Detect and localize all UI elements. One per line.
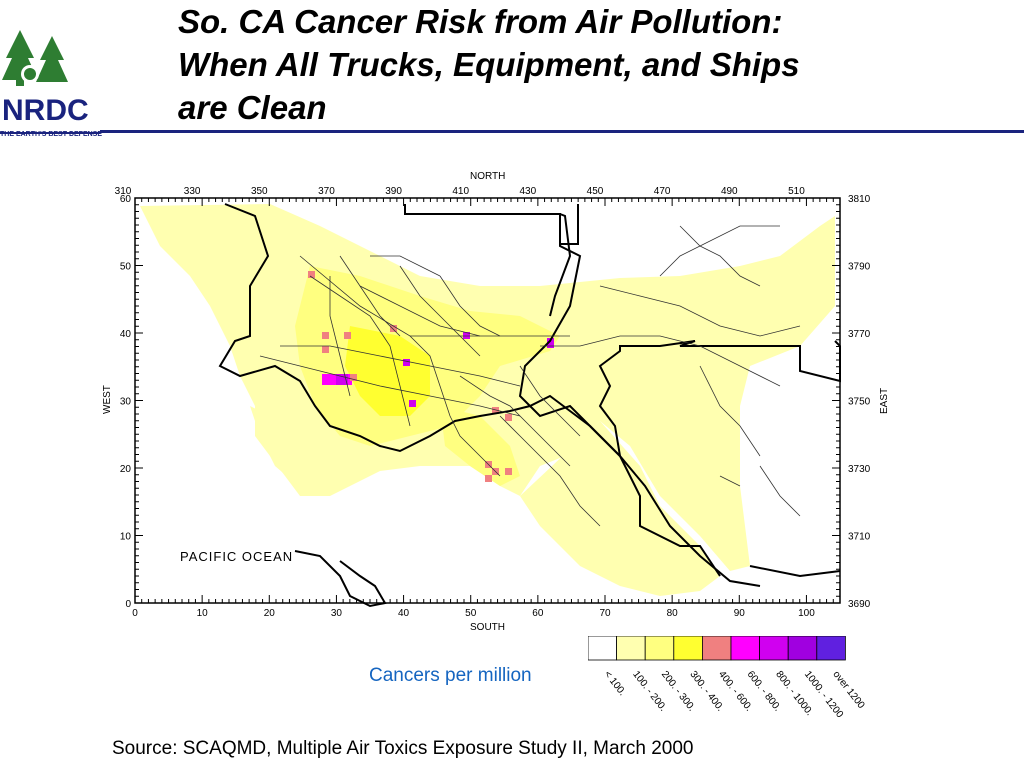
right-tick-label: 3810 [848,194,871,205]
top-tick-label: 490 [721,186,738,197]
risk-shading [140,204,835,596]
legend-swatches [588,636,846,661]
title-divider [100,130,1024,133]
risk-hotspots [308,271,554,482]
legend-swatch [759,636,789,661]
title-line-1: So. CA Cancer Risk from Air Pollution: [178,3,783,40]
tree-icon [2,30,68,86]
top-tick-label: 370 [318,186,335,197]
left-tick-label: 30 [120,397,132,408]
bottom-tick-label: 40 [398,608,410,619]
legend-swatch [588,636,618,661]
left-tick-label: 40 [120,329,132,340]
legend-swatch [816,636,846,661]
right-tick-label: 3750 [848,397,871,408]
left-tick-label: 20 [120,464,132,475]
legend-swatch [673,636,703,661]
map-ocean-label: PACIFIC OCEAN [180,549,293,564]
top-tick-label: 390 [385,186,402,197]
left-tick-label: 60 [120,194,132,205]
top-tick-label: 330 [184,186,201,197]
legend-labels: < 100. 100. - 200.200. - 300.300. - 400.4… [602,669,867,720]
title-line-2: When All Trucks, Equipment, and Ships [178,46,800,83]
bottom-tick-label: 90 [734,608,746,619]
right-tick-label: 3710 [848,532,871,543]
top-tick-label: 450 [587,186,604,197]
legend-swatch [644,636,675,661]
left-tick-label: 0 [125,599,131,610]
title-line-3: are Clean [178,89,327,126]
map-north-label: NORTH [470,171,505,182]
legend-swatch [787,636,818,661]
bottom-tick-label: 80 [667,608,679,619]
bottom-tick-label: 30 [331,608,343,619]
right-tick-label: 3790 [848,262,871,273]
bottom-tick-label: 60 [532,608,544,619]
bottom-tick-label: 10 [197,608,209,619]
top-tick-label: 510 [788,186,805,197]
top-tick-label: 430 [520,186,537,197]
map-south-label: SOUTH [470,622,505,633]
top-tick-label: 310 [115,186,132,197]
top-tick-label: 470 [654,186,671,197]
logo-tagline: THE EARTH'S BEST DEFENSE [0,131,102,138]
right-tick-label: 3690 [848,599,871,610]
nrdc-logo: NRDC THE EARTH'S BEST DEFENSE [0,30,102,138]
left-tick-label: 10 [120,532,132,543]
bottom-tick-label: 70 [599,608,611,619]
top-tick-label: 350 [251,186,268,197]
legend-swatch [730,636,761,661]
road-network [259,225,801,527]
right-tick-label: 3730 [848,464,871,475]
legend-caption: Cancers per million [369,665,532,686]
bottom-tick-label: 20 [264,608,276,619]
logo-brand: NRDC [2,94,89,127]
map-east-label: EAST [879,388,890,414]
county-boundaries [218,203,841,608]
top-tick-label: 410 [452,186,469,197]
right-tick-label: 3770 [848,329,871,340]
color-legend: < 100. 100. - 200.200. - 300.300. - 400.4… [588,636,867,720]
legend-swatch [702,636,732,661]
slide-title: So. CA Cancer Risk from Air Pollution: W… [178,0,978,129]
legend-swatch [616,636,646,661]
logo-divider [0,132,100,134]
bottom-tick-label: 50 [465,608,477,619]
bottom-tick-label: 0 [132,608,138,619]
source-citation: Source: SCAQMD, Multiple Air Toxics Expo… [112,738,694,759]
left-tick-label: 50 [120,262,132,273]
legend-label: < 100. [602,669,628,698]
map-ticks [134,197,841,604]
map-west-label: WEST [102,385,113,414]
bottom-tick-label: 100 [798,608,815,619]
